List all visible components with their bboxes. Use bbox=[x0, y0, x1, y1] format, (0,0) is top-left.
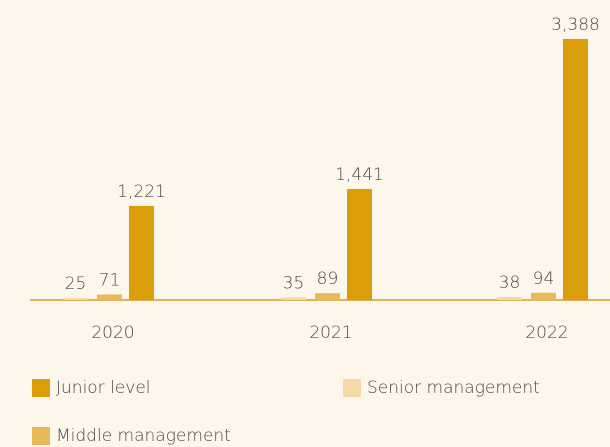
data-label: 1,441 bbox=[335, 165, 384, 185]
bar bbox=[97, 294, 122, 300]
data-label: 3,388 bbox=[551, 15, 600, 35]
legend-label: Junior level bbox=[56, 378, 151, 398]
data-label: 1,221 bbox=[117, 182, 166, 202]
data-label: 71 bbox=[99, 271, 121, 291]
bar bbox=[315, 293, 340, 300]
data-label: 35 bbox=[283, 273, 305, 293]
legend-swatch bbox=[32, 379, 50, 397]
bar bbox=[531, 292, 556, 300]
bar bbox=[563, 38, 588, 300]
data-label: 25 bbox=[65, 274, 87, 294]
bar bbox=[347, 188, 372, 300]
bar bbox=[281, 297, 306, 300]
bar bbox=[129, 205, 154, 300]
x-tick-label: 2022 bbox=[525, 323, 568, 343]
x-tick-label: 2021 bbox=[309, 323, 352, 343]
legend-label: Middle management bbox=[56, 426, 231, 446]
data-label: 94 bbox=[533, 269, 555, 289]
data-label: 38 bbox=[499, 273, 521, 293]
data-label: 89 bbox=[317, 269, 339, 289]
bar bbox=[497, 297, 522, 300]
legend-swatch bbox=[343, 379, 361, 397]
legend-swatch bbox=[32, 427, 50, 445]
bar bbox=[63, 298, 88, 300]
legend-label: Senior management bbox=[367, 378, 540, 398]
x-tick-label: 2020 bbox=[91, 323, 134, 343]
